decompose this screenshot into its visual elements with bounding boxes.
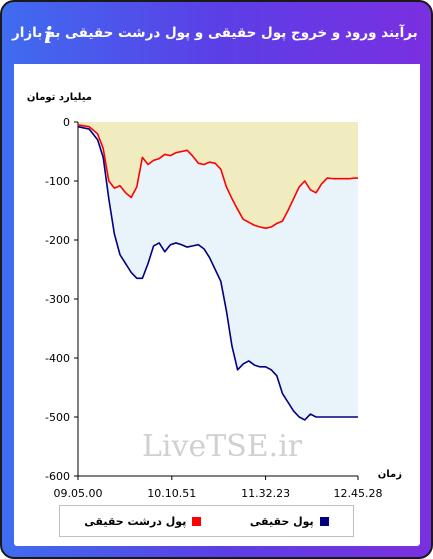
watermark: LiveTSE.ir [142,429,303,464]
series-line-real-money [77,125,358,421]
y-tick-label: -100 [45,175,70,188]
legend-label-big-money: پول درشت حقیقی [84,514,187,528]
chart-title: برآیند ورود و خروج پول حقیقی و پول درشت … [12,25,418,41]
chart-panel: LiveTSE.ir 0 -100 -200 -300 -400 -500 -600 09.0… [14,64,420,546]
series-line-big-money [77,124,358,229]
card-header: برآیند ورود و خروج پول حقیقی و پول درشت … [2,2,431,64]
y-tick-label: -300 [45,293,70,306]
legend-swatch-blue [319,516,329,526]
y-tick-label: -500 [45,411,70,424]
big-money-area [78,122,358,229]
legend: پول درشت حقیقی پول حقیقی [59,505,354,537]
y-axis-title: میلیارد تومان [27,92,92,103]
x-tick-label: 09.05.00 [54,487,103,500]
legend-swatch-red [192,516,202,526]
y-tick-label: 0 [63,116,70,129]
x-axis-title: زمان [378,469,402,480]
y-tick-label: -400 [45,352,70,365]
info-icon[interactable]: i [44,23,53,49]
x-tick-label: 11.32.23 [241,487,290,500]
x-tick-label: 10.10.51 [147,487,196,500]
y-tick-label: -200 [45,234,70,247]
real-money-area [78,124,358,420]
legend-label-real-money: پول حقیقی [249,514,314,528]
legend-item-big-money[interactable]: پول درشت حقیقی [84,514,202,528]
line-chart: LiveTSE.ir 0 -100 -200 -300 -400 -500 -600 09.0… [27,92,402,500]
x-tick-label: 12.45.28 [334,487,383,500]
legend-item-real-money[interactable]: پول حقیقی [250,515,329,528]
y-tick-label: -600 [45,470,70,483]
